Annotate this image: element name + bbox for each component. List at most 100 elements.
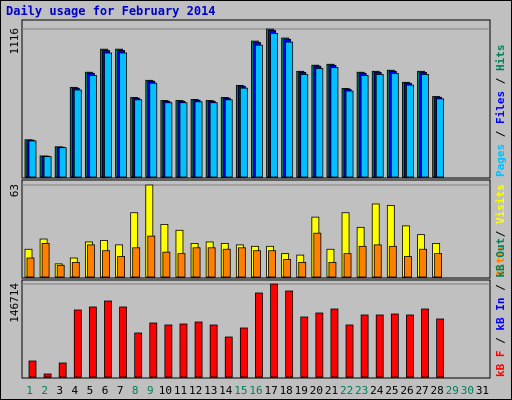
bar (102, 250, 110, 278)
bar (104, 52, 112, 178)
y-tick-label: 63 (8, 184, 21, 197)
bar (328, 261, 337, 278)
x-tick-label: 20 (310, 384, 323, 397)
bar (117, 256, 125, 278)
bar (237, 247, 246, 278)
x-tick-label: 17 (264, 384, 277, 397)
bar (58, 147, 67, 178)
bar (375, 314, 384, 378)
legend-separator: / (494, 124, 507, 144)
bar (404, 256, 412, 278)
bar (298, 261, 307, 278)
bar (177, 253, 186, 278)
bar (88, 306, 97, 378)
x-tick-label: 6 (102, 384, 109, 397)
legend-entry: kB In (494, 298, 507, 331)
x-tick-label: 27 (415, 384, 428, 397)
x-tick-label: 13 (204, 384, 217, 397)
x-tick-label: 8 (132, 384, 139, 397)
x-tick-label: 16 (249, 384, 262, 397)
x-tick-label: 10 (159, 384, 172, 397)
legend: kB F / kB In / kB Out (494, 238, 507, 377)
bar (224, 336, 233, 378)
bar (421, 74, 429, 178)
bar (388, 245, 397, 278)
x-tick-label: 3 (56, 384, 63, 397)
x-tick-label: 12 (189, 384, 202, 397)
y-tick-label: 1116 (8, 28, 21, 55)
legend: Pages / Files / Hits (494, 45, 507, 178)
bar (162, 251, 171, 278)
x-tick-label: 9 (147, 384, 154, 397)
bar (119, 52, 127, 178)
x-tick-label: 7 (117, 384, 124, 397)
bar (43, 156, 52, 178)
bar (330, 308, 339, 378)
bar (255, 292, 263, 378)
bar (373, 244, 382, 278)
bar (345, 90, 354, 178)
bar (330, 67, 339, 178)
bar (149, 322, 158, 378)
legend-separator: / (494, 331, 507, 351)
bar (283, 259, 292, 278)
legend-separator: / (494, 224, 507, 244)
bar (406, 314, 414, 378)
bar (436, 98, 445, 178)
bar (358, 245, 367, 278)
bar (194, 321, 203, 378)
bar (86, 244, 95, 278)
bar (270, 283, 278, 378)
bar (147, 235, 156, 278)
bar (149, 82, 158, 178)
legend: Sites / Visits (494, 184, 507, 277)
bar (224, 99, 233, 178)
x-tick-label: 26 (400, 384, 413, 397)
bar (134, 332, 143, 378)
bar (300, 74, 309, 178)
x-tick-label: 30 (461, 384, 474, 397)
y-tick-label: 146714 (8, 283, 21, 323)
legend-entry: Visits (494, 184, 507, 224)
legend-separator: / (494, 278, 507, 298)
bar (192, 247, 201, 278)
bar (239, 327, 248, 378)
bar (179, 323, 188, 378)
bar (313, 232, 322, 278)
bar (268, 250, 276, 278)
bar (270, 32, 278, 178)
bar (345, 324, 354, 378)
bar (315, 68, 324, 178)
bar (222, 248, 231, 278)
bar (164, 102, 173, 178)
bar (26, 257, 35, 278)
bar (419, 248, 427, 278)
bar (209, 324, 218, 378)
bar (285, 41, 294, 178)
x-tick-label: 18 (280, 384, 293, 397)
bar (73, 309, 82, 378)
bar (194, 101, 203, 178)
bar (28, 360, 37, 378)
bar (360, 314, 369, 378)
x-tick-label: 23 (355, 384, 368, 397)
bar (406, 84, 414, 178)
bar (436, 318, 445, 378)
bar (285, 290, 294, 378)
bar (343, 253, 352, 278)
bar (390, 73, 399, 178)
bar (179, 102, 188, 178)
bar (315, 312, 324, 378)
legend-entry: Files (494, 91, 507, 124)
bar (58, 362, 67, 378)
x-tick-label: 29 (446, 384, 459, 397)
bar (56, 264, 65, 278)
chart-title: Daily usage for February 2014 (6, 4, 216, 18)
bar (375, 74, 384, 178)
x-tick-label: 28 (431, 384, 444, 397)
x-tick-label: 19 (295, 384, 308, 397)
x-tick-label: 21 (325, 384, 338, 397)
bar (390, 313, 399, 378)
x-tick-label: 14 (219, 384, 233, 397)
